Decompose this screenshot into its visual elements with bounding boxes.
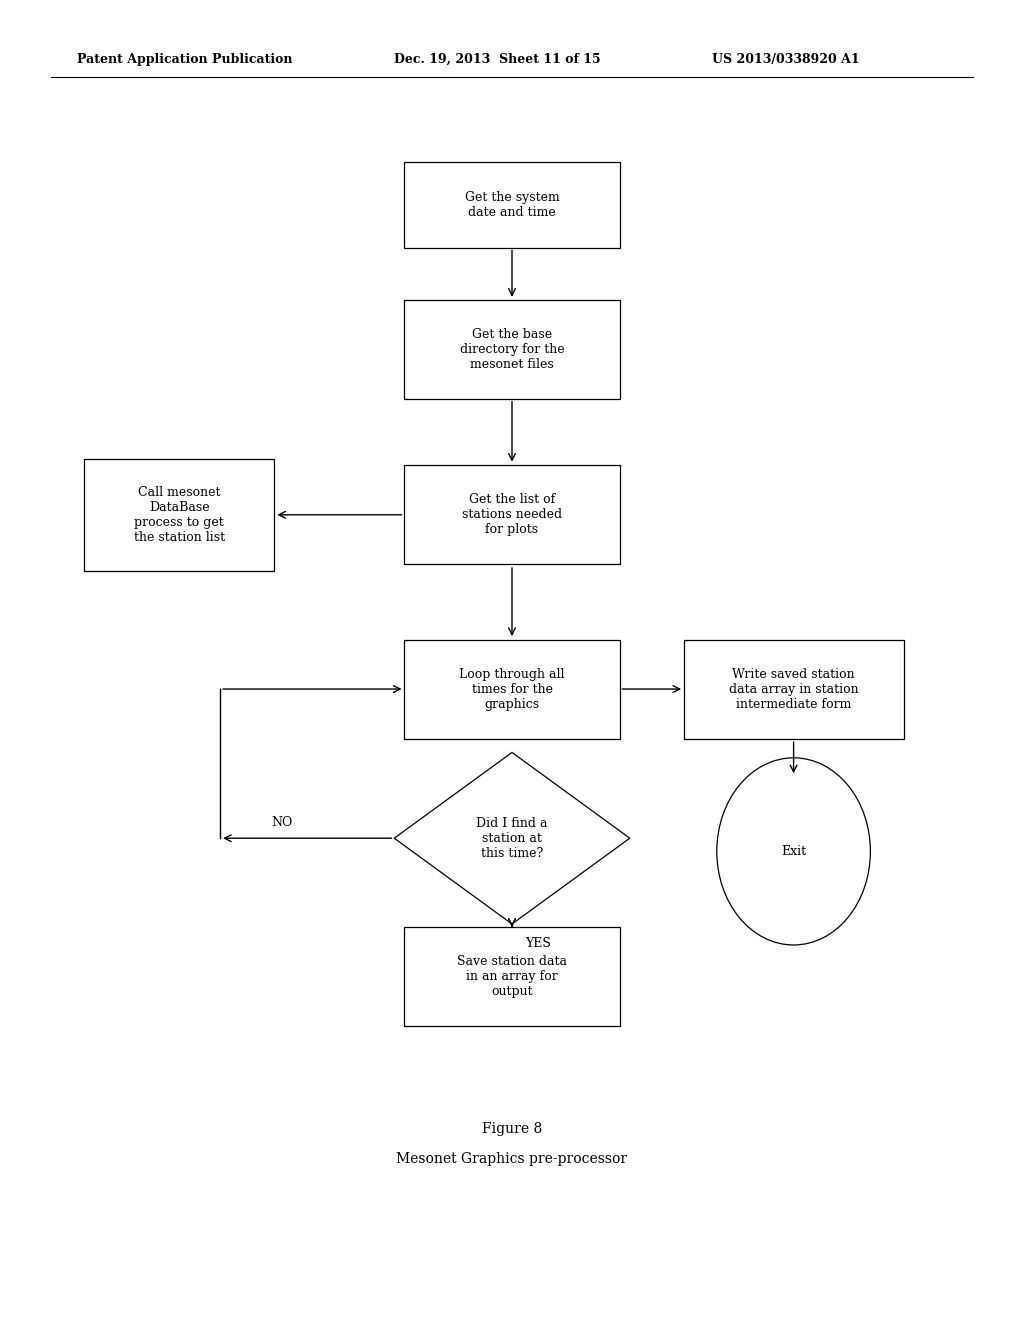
FancyBboxPatch shape [404, 162, 620, 248]
Text: YES: YES [525, 937, 551, 950]
Text: Figure 8: Figure 8 [482, 1122, 542, 1135]
Text: NO: NO [271, 816, 292, 829]
Text: Dec. 19, 2013  Sheet 11 of 15: Dec. 19, 2013 Sheet 11 of 15 [394, 53, 601, 66]
Polygon shape [394, 752, 630, 924]
Text: US 2013/0338920 A1: US 2013/0338920 A1 [712, 53, 859, 66]
Text: Get the base
directory for the
mesonet files: Get the base directory for the mesonet f… [460, 329, 564, 371]
Ellipse shape [717, 758, 870, 945]
Text: Patent Application Publication: Patent Application Publication [77, 53, 292, 66]
FancyBboxPatch shape [404, 301, 620, 399]
FancyBboxPatch shape [404, 466, 620, 565]
Text: Exit: Exit [781, 845, 806, 858]
Text: Get the list of
stations needed
for plots: Get the list of stations needed for plot… [462, 494, 562, 536]
Text: Save station data
in an array for
output: Save station data in an array for output [457, 956, 567, 998]
Text: Did I find a
station at
this time?: Did I find a station at this time? [476, 817, 548, 859]
Text: Loop through all
times for the
graphics: Loop through all times for the graphics [459, 668, 565, 710]
FancyBboxPatch shape [404, 927, 620, 1027]
FancyBboxPatch shape [684, 640, 903, 739]
Text: Mesonet Graphics pre-processor: Mesonet Graphics pre-processor [396, 1152, 628, 1166]
FancyBboxPatch shape [84, 459, 273, 570]
FancyBboxPatch shape [404, 640, 620, 739]
Text: Write saved station
data array in station
intermediate form: Write saved station data array in statio… [729, 668, 858, 710]
Text: Call mesonet
DataBase
process to get
the station list: Call mesonet DataBase process to get the… [134, 486, 224, 544]
Text: Get the system
date and time: Get the system date and time [465, 190, 559, 219]
